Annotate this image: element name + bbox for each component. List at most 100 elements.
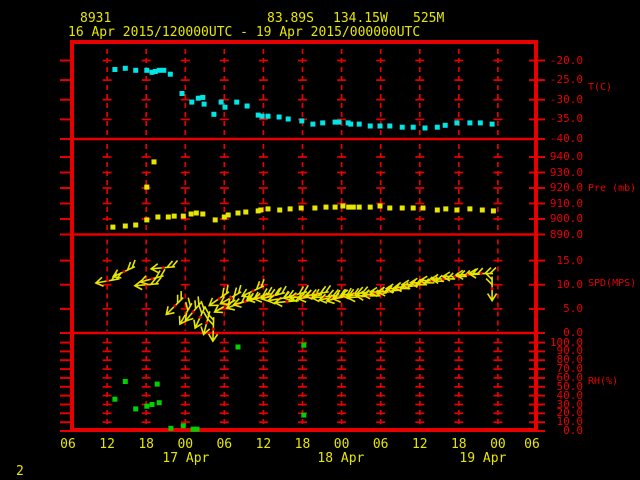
- y-axis-title-wind_speed: SPD(MPS): [588, 278, 637, 289]
- data-point-relative_humidity: [235, 344, 241, 350]
- data-point-pressure: [243, 209, 249, 215]
- station-latitude: 83.89S: [267, 11, 314, 26]
- data-point-pressure: [110, 224, 116, 230]
- wind-barb-origin: [106, 279, 110, 283]
- data-point-temperature: [367, 123, 373, 129]
- data-point-temperature: [387, 123, 393, 129]
- data-point-pressure: [255, 208, 261, 214]
- wind-barb-origin: [205, 321, 209, 325]
- wind-barb-origin: [229, 296, 233, 300]
- wind-barb-origin: [441, 277, 445, 281]
- wind-barb-origin: [285, 300, 289, 304]
- data-point-pressure: [312, 205, 318, 211]
- y-tick-label-temperature: -20.0: [549, 53, 583, 67]
- data-point-pressure: [420, 205, 426, 211]
- y-tick-label-temperature: -40.0: [549, 132, 583, 145]
- y-tick-label-relative_humidity: 40.0: [556, 388, 584, 402]
- data-point-temperature: [285, 116, 291, 122]
- hour-label: 00: [177, 437, 194, 452]
- data-point-pressure: [410, 205, 416, 211]
- data-point-temperature: [218, 99, 224, 105]
- data-point-pressure: [340, 203, 346, 209]
- data-point-pressure: [144, 184, 150, 190]
- y-tick-label-relative_humidity: 0.0: [563, 424, 583, 437]
- wind-barb: [184, 296, 202, 323]
- data-point-pressure: [332, 204, 338, 210]
- data-point-relative_humidity: [144, 403, 150, 409]
- y-tick-label-relative_humidity: 70.0: [556, 362, 584, 376]
- y-tick-label-relative_humidity: 60.0: [556, 370, 584, 384]
- data-point-pressure: [188, 211, 194, 217]
- data-point-temperature: [489, 121, 495, 127]
- data-point-pressure: [287, 206, 293, 212]
- wind-barb-origin: [490, 287, 494, 291]
- y-tick-label-temperature: -35.0: [549, 112, 583, 126]
- date-label: 17 Apr: [162, 451, 210, 466]
- hour-label: 12: [255, 437, 272, 452]
- y-tick-label-pressure: 910.0: [549, 196, 583, 210]
- hour-label: 12: [99, 437, 115, 452]
- station-id: 8931: [80, 11, 112, 26]
- data-point-temperature: [399, 124, 405, 130]
- data-point-pressure: [377, 203, 383, 209]
- data-point-relative_humidity: [190, 426, 196, 432]
- data-point-temperature: [255, 112, 261, 118]
- data-point-temperature: [356, 121, 362, 127]
- wind-barb-origin: [479, 272, 483, 276]
- y-tick-label-pressure: 930.0: [549, 165, 583, 179]
- data-point-pressure: [155, 214, 161, 220]
- data-point-temperature: [410, 124, 416, 130]
- y-tick-label-relative_humidity: 10.0: [556, 415, 584, 429]
- date-label: 18 Apr: [317, 451, 365, 466]
- data-point-temperature: [112, 67, 118, 72]
- data-point-relative_humidity: [156, 400, 162, 406]
- wind-barb-origin: [251, 289, 255, 293]
- data-point-pressure: [200, 211, 206, 217]
- data-point-temperature: [332, 119, 338, 125]
- y-tick-label-relative_humidity: 100.0: [549, 335, 583, 349]
- wind-barb: [260, 285, 287, 303]
- data-point-pressure: [225, 212, 231, 218]
- station-longitude: 134.15W: [333, 11, 388, 26]
- data-point-relative_humidity: [301, 412, 307, 418]
- y-tick-label-pressure: 920.0: [549, 181, 583, 194]
- data-point-temperature: [276, 114, 282, 120]
- data-point-pressure: [387, 205, 393, 211]
- hour-label: 00: [490, 437, 506, 452]
- data-point-temperature: [149, 69, 155, 75]
- data-point-relative_humidity: [168, 425, 174, 431]
- y-axis-title-pressure: Pre (mb): [588, 183, 637, 194]
- wind-barb-origin: [150, 277, 154, 281]
- y-tick-label-temperature: -25.0: [549, 73, 583, 87]
- data-point-temperature: [179, 91, 185, 96]
- data-point-temperature: [477, 120, 483, 126]
- data-point-temperature: [467, 120, 473, 126]
- data-point-pressure: [479, 207, 485, 213]
- wind-barb-origin: [211, 327, 215, 331]
- y-tick-label-relative_humidity: 20.0: [556, 406, 584, 420]
- hour-label: 06: [60, 437, 76, 452]
- data-point-temperature: [234, 99, 240, 105]
- data-point-pressure: [356, 204, 362, 210]
- data-point-temperature: [259, 113, 265, 119]
- y-tick-label-relative_humidity: 90.0: [556, 344, 584, 358]
- data-point-pressure: [151, 159, 157, 165]
- wind-barb-origin: [191, 310, 195, 314]
- hour-label: 06: [524, 437, 540, 452]
- data-point-pressure: [193, 210, 199, 216]
- wind-barb: [193, 300, 206, 330]
- hour-label: 18: [138, 437, 155, 452]
- data-point-pressure: [212, 217, 218, 223]
- data-point-temperature: [442, 122, 448, 128]
- data-point-pressure: [454, 207, 460, 213]
- data-point-relative_humidity: [154, 381, 160, 387]
- data-point-pressure: [350, 204, 356, 210]
- data-point-temperature: [200, 94, 206, 100]
- data-point-pressure: [399, 205, 405, 211]
- wind-barb-origin: [453, 275, 457, 278]
- data-point-temperature: [122, 65, 128, 71]
- data-point-temperature: [377, 123, 383, 129]
- y-tick-label-wind_speed: 15.0: [556, 253, 584, 267]
